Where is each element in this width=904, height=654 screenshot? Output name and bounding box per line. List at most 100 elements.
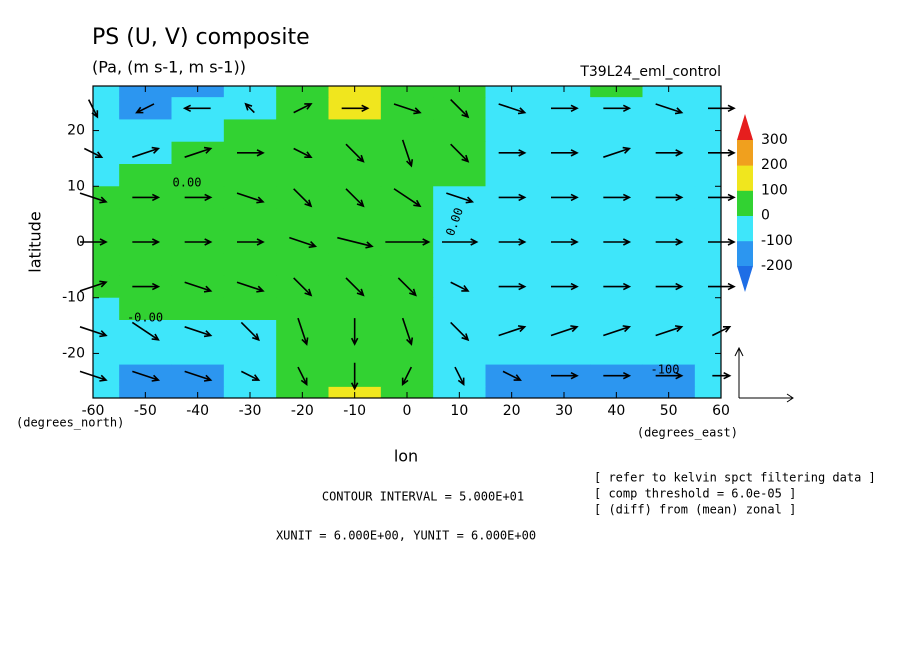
field-cell — [93, 253, 120, 276]
wind-vector — [551, 149, 579, 157]
field-cell — [223, 119, 277, 143]
wind-vector — [184, 370, 213, 382]
field-cell — [276, 208, 329, 232]
wind-vector — [498, 193, 527, 202]
colorbar-label: -100 — [761, 233, 793, 249]
wind-vector — [655, 371, 684, 380]
wind-vector — [132, 282, 161, 291]
wind-vector — [293, 103, 313, 114]
wind-vector — [236, 192, 265, 204]
field-cell — [694, 364, 722, 388]
field-cell — [171, 164, 225, 187]
wind-vector — [184, 281, 213, 293]
wind-vector — [182, 104, 211, 113]
field-cell — [171, 119, 225, 143]
wind-vector — [655, 238, 684, 246]
field-cell — [119, 253, 172, 276]
wind-vector — [603, 193, 632, 202]
wind-vector — [550, 325, 579, 337]
wind-vector — [502, 370, 522, 381]
wind-vector — [131, 321, 160, 341]
colorbar-label: 200 — [761, 157, 788, 173]
field-cell — [590, 164, 643, 187]
field-cell — [380, 208, 434, 232]
wind-vector — [498, 238, 527, 246]
field-cell — [93, 320, 120, 343]
colorbar-segment — [737, 140, 753, 166]
wind-vector — [132, 193, 161, 202]
wind-vector — [345, 143, 365, 163]
field-cell — [223, 253, 277, 276]
wind-vector — [393, 188, 422, 208]
field-cell — [119, 119, 172, 143]
wind-vector — [551, 193, 579, 202]
wind-vector — [132, 238, 161, 246]
wind-vector — [655, 325, 684, 337]
wind-vector — [401, 317, 414, 346]
wind-vector — [450, 99, 470, 119]
x-tick-label: -30 — [239, 403, 262, 419]
field-cell — [93, 275, 120, 299]
wind-vector — [184, 238, 213, 246]
x-axis-label: lon — [394, 447, 418, 466]
field-cell — [223, 342, 277, 366]
wind-vector — [397, 277, 417, 297]
x-tick-label: 0 — [403, 403, 412, 419]
colorbar-segment — [737, 190, 753, 216]
y-axis-label: latitude — [26, 211, 45, 272]
field-cell — [590, 253, 643, 276]
vector-units: XUNIT = 6.000E+00, YUNIT = 6.000E+00 — [276, 529, 536, 543]
field-cell — [642, 208, 696, 232]
field-cell — [276, 342, 329, 366]
field-cell — [694, 253, 722, 276]
x-tick-label: -10 — [343, 403, 366, 419]
y-tick-label: 10 — [67, 178, 85, 194]
x-tick-label: 20 — [503, 403, 521, 419]
field-cell — [171, 253, 225, 276]
wind-vector — [289, 236, 318, 249]
wind-vector — [297, 317, 309, 346]
wind-vector — [293, 188, 313, 208]
field-cell — [694, 208, 722, 232]
x-tick-label: -40 — [186, 403, 209, 419]
wind-vector — [603, 104, 632, 113]
y-tick-label: -10 — [62, 290, 85, 306]
note: [ comp threshold = 6.0e-05 ] — [594, 487, 796, 501]
field-cell — [93, 208, 120, 232]
wind-vector — [551, 238, 579, 246]
wind-vector — [297, 366, 308, 386]
chart-title: PS (U, V) composite — [92, 25, 310, 50]
y-unit-label: (degrees_north) — [16, 416, 124, 430]
field-cell — [694, 86, 722, 98]
vectors — [79, 99, 736, 391]
wind-vector — [603, 325, 632, 337]
field-cell — [642, 253, 696, 276]
chart-subtitle: (Pa, (m s-1, m s-1)) — [92, 58, 246, 77]
contour-label: -100 — [651, 363, 680, 377]
wind-vector — [237, 238, 265, 246]
field-cell — [119, 208, 172, 232]
wind-vector — [450, 281, 470, 292]
field-cell — [433, 119, 486, 143]
field-cell — [485, 342, 539, 366]
field-cell — [537, 119, 591, 143]
field-cell — [93, 119, 120, 143]
field-cell — [93, 297, 120, 321]
x-tick-label: 40 — [607, 403, 625, 419]
wind-vector — [337, 236, 374, 249]
field-cell — [694, 164, 722, 187]
wind-vector — [132, 370, 161, 382]
field-cell — [119, 297, 172, 321]
field-cell — [276, 297, 329, 321]
field-cell — [380, 119, 434, 143]
wind-vector — [450, 143, 470, 163]
field-cell — [328, 208, 382, 232]
field-cell — [590, 342, 643, 366]
field-cell — [171, 342, 225, 366]
colorbar-label: -200 — [761, 258, 793, 274]
field-cell — [119, 164, 172, 187]
wind-vector — [603, 282, 632, 291]
field-cell — [694, 119, 722, 143]
wind-vector — [240, 321, 260, 342]
field-cell — [485, 208, 539, 232]
